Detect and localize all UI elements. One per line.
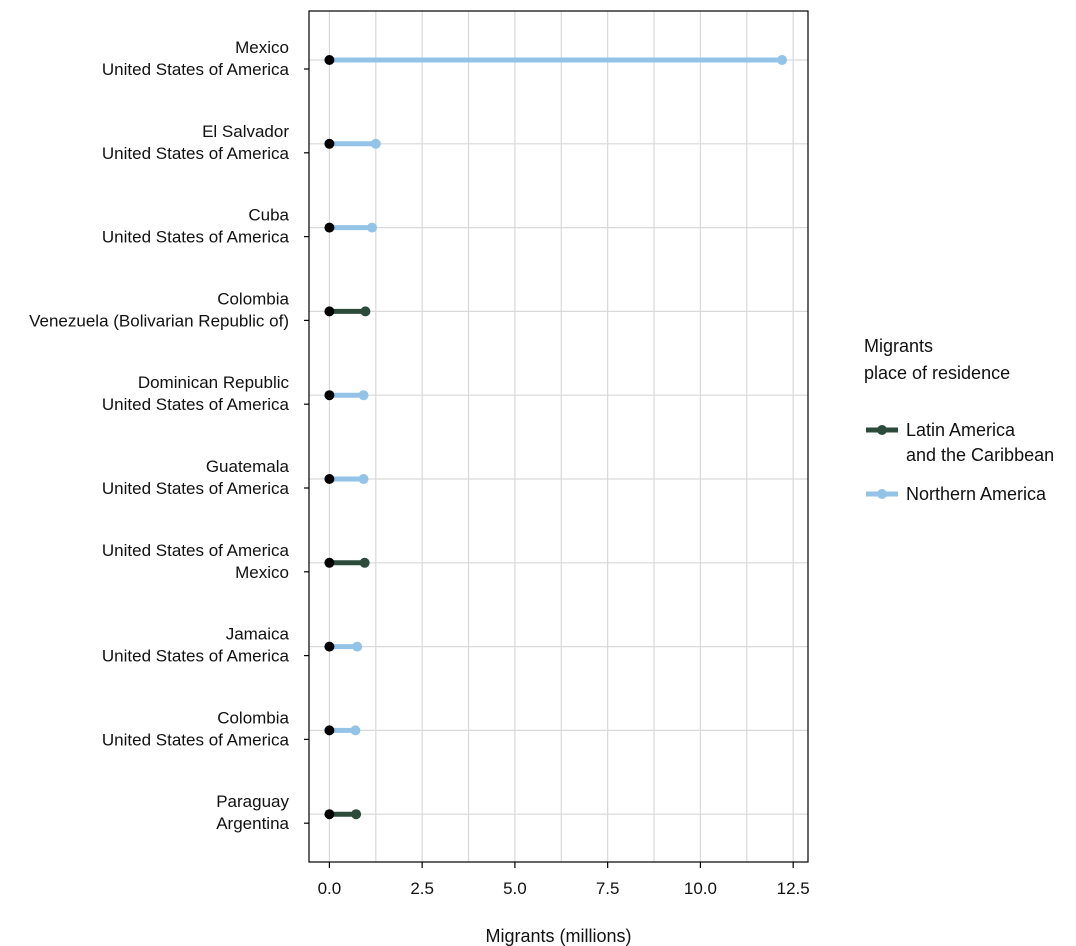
row-label-origin: United States of America — [102, 541, 290, 560]
x-tick-label: 7.5 — [596, 879, 620, 898]
row-label-destination: United States of America — [102, 395, 290, 414]
row-label-destination: United States of America — [102, 60, 290, 79]
legend-label: and the Caribbean — [906, 445, 1054, 465]
end-point — [352, 641, 363, 652]
row-label-destination: United States of America — [102, 730, 290, 749]
legend-title: place of residence — [864, 363, 1010, 383]
chart-marks — [324, 55, 788, 820]
row-label-origin: Colombia — [217, 708, 289, 727]
end-point — [359, 557, 370, 568]
row-labels: Mexico United States of America El Salvado… — [29, 38, 289, 833]
row-label-destination: United States of America — [102, 228, 290, 247]
row-label-origin: Mexico — [235, 38, 289, 57]
end-point — [358, 474, 369, 484]
row-label-origin: Colombia — [217, 289, 289, 308]
end-point — [358, 390, 369, 401]
row-label-destination: United States of America — [102, 647, 290, 666]
row-label-origin: Jamaica — [226, 625, 290, 644]
row-label-origin: Paraguay — [216, 792, 289, 811]
start-point — [324, 641, 335, 652]
start-point — [324, 138, 335, 149]
legend-key-point — [877, 425, 887, 435]
row-label-destination: United States of America — [102, 479, 290, 498]
start-point — [324, 55, 335, 65]
end-point — [350, 725, 361, 736]
row-label-destination: Argentina — [216, 814, 289, 833]
start-point — [324, 557, 335, 568]
legend: Migrants place of residence Latin America a… — [864, 336, 1054, 504]
x-axis-title: Migrants (millions) — [485, 926, 631, 946]
end-point — [370, 138, 381, 149]
x-tick-label: 0.0 — [318, 879, 342, 898]
grid — [309, 11, 808, 862]
row-label-origin: Dominican Republic — [138, 373, 290, 392]
start-point — [324, 222, 335, 233]
start-point — [324, 474, 335, 484]
legend-label: Northern America — [906, 484, 1047, 504]
row-label-destination: Venezuela (Bolivarian Republic of) — [29, 311, 289, 330]
x-tick-label: 5.0 — [503, 879, 527, 898]
x-tick-label: 12.5 — [777, 879, 810, 898]
end-point — [367, 222, 378, 233]
start-point — [324, 306, 335, 317]
plot-frame — [308, 10, 809, 863]
end-point — [360, 306, 371, 317]
start-point — [324, 390, 335, 401]
x-tick-label: 2.5 — [410, 879, 434, 898]
row-label-origin: Cuba — [248, 206, 289, 225]
legend-key-point — [877, 489, 887, 499]
legend-title: Migrants — [864, 336, 933, 356]
row-label-origin: Guatemala — [206, 457, 290, 476]
legend-label: Latin America — [906, 420, 1016, 440]
row-label-destination: Mexico — [235, 563, 289, 582]
x-axis: 0.0 2.5 5.0 7.5 10.0 12.5 — [304, 68, 810, 898]
end-point — [777, 55, 788, 65]
row-label-destination: United States of America — [102, 144, 290, 163]
start-point — [324, 725, 335, 736]
end-point — [351, 809, 362, 820]
row-label-origin: El Salvador — [202, 122, 289, 141]
start-point — [324, 809, 335, 820]
x-tick-label: 10.0 — [684, 879, 717, 898]
